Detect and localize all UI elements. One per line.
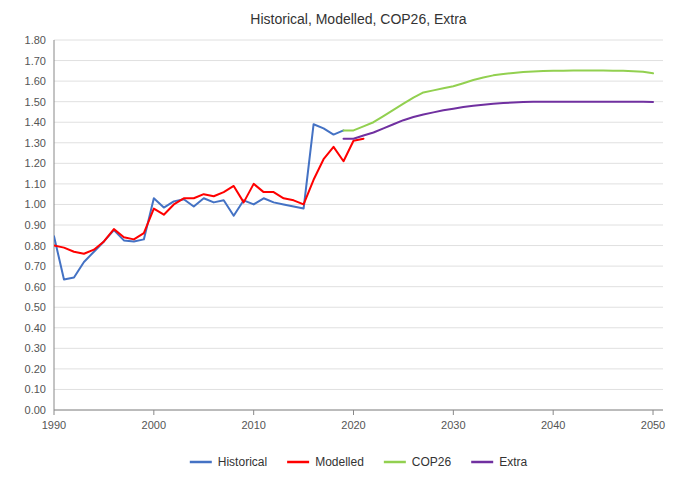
series-line	[54, 124, 344, 279]
legend-swatch	[190, 461, 212, 464]
x-tick-label: 2050	[641, 419, 665, 431]
y-tick-label: 1.00	[25, 198, 46, 210]
x-tick	[153, 410, 154, 415]
y-tick-label: 0.30	[25, 342, 46, 354]
y-axis-line	[54, 40, 55, 410]
legend-swatch	[471, 461, 493, 464]
x-tick-label: 2000	[142, 419, 166, 431]
grid-line	[54, 142, 663, 143]
legend-swatch	[384, 461, 406, 464]
grid-line	[54, 40, 663, 41]
grid-line	[54, 286, 663, 287]
grid-line	[54, 225, 663, 226]
y-tick-label: 0.90	[25, 219, 46, 231]
y-tick-label: 1.80	[25, 34, 46, 46]
x-tick	[253, 410, 254, 415]
grid-line	[54, 245, 663, 246]
y-tick-label: 0.20	[25, 363, 46, 375]
legend-label: COP26	[412, 455, 452, 469]
grid-line	[54, 60, 663, 61]
y-tick-label: 1.20	[25, 157, 46, 169]
legend-item: Historical	[190, 455, 267, 469]
grid-line	[54, 389, 663, 390]
legend-label: Extra	[499, 455, 527, 469]
y-tick-label: 1.70	[25, 55, 46, 67]
legend: Historical Modelled COP26 Extra	[190, 455, 528, 469]
series-line	[54, 139, 363, 254]
grid-line	[54, 163, 663, 164]
grid-line	[54, 348, 663, 349]
y-tick-label: 1.50	[25, 96, 46, 108]
legend-item: Extra	[471, 455, 527, 469]
grid-line	[54, 204, 663, 205]
grid-line	[54, 327, 663, 328]
x-tick	[653, 410, 654, 415]
y-tick-label: 0.00	[25, 404, 46, 416]
title: Historical, Modelled, COP26, Extra	[250, 11, 467, 27]
x-tick-label: 2030	[441, 419, 465, 431]
y-tick-label: 0.40	[25, 322, 46, 334]
grid-line	[54, 81, 663, 82]
x-tick-label: 2040	[541, 419, 565, 431]
y-tick-label: 0.50	[25, 301, 46, 313]
x-tick	[353, 410, 354, 415]
x-tick	[453, 410, 454, 415]
legend-label: Historical	[218, 455, 267, 469]
grid-line	[54, 410, 663, 411]
grid-line	[54, 307, 663, 308]
y-tick-label: 1.60	[25, 75, 46, 87]
y-axis: 0.00 0.10 0.20 0.30 0.40 0.50 0.60 0.70 0.80 0.90…	[25, 34, 54, 416]
legend-label: Modelled	[315, 455, 364, 469]
y-tick-label: 0.60	[25, 281, 46, 293]
y-tick-label: 0.10	[25, 383, 46, 395]
x-tick-label: 2020	[341, 419, 365, 431]
legend-item: Modelled	[287, 455, 364, 469]
y-tick-label: 0.80	[25, 240, 46, 252]
grid-line	[54, 122, 663, 123]
x-tick	[553, 410, 554, 415]
legend-swatch	[287, 461, 309, 464]
grid	[54, 40, 663, 410]
plot-area	[54, 70, 653, 279]
x-axis-line	[54, 410, 663, 411]
grid-line	[54, 368, 663, 369]
x-axis: 1990 2000 2010 2020 2030 2040 2050	[42, 410, 666, 431]
chart: Historical, Modelled, COP26, Extra0.000.…	[0, 0, 685, 484]
series-line	[344, 102, 654, 139]
x-tick	[54, 410, 55, 415]
y-tick-label: 1.10	[25, 178, 46, 190]
y-tick-label: 1.30	[25, 137, 46, 149]
x-tick-label: 2010	[241, 419, 265, 431]
x-tick-label: 1990	[42, 419, 66, 431]
series-line	[344, 70, 654, 130]
y-tick-label: 1.40	[25, 116, 46, 128]
grid-line	[54, 266, 663, 267]
y-tick-label: 0.70	[25, 260, 46, 272]
legend-item: COP26	[384, 455, 452, 469]
background	[0, 0, 685, 484]
grid-line	[54, 183, 663, 184]
